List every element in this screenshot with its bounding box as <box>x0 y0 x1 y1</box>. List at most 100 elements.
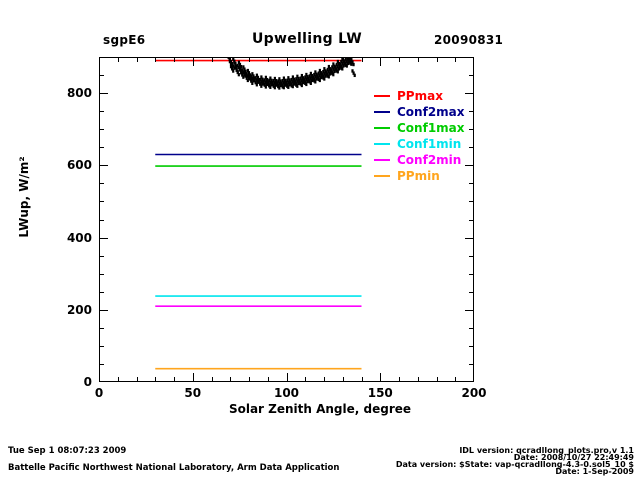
legend-swatch-icon <box>374 127 390 129</box>
plot-area <box>99 57 474 382</box>
y-tick-right <box>469 75 474 77</box>
x-tick-label: 0 <box>94 386 104 400</box>
y-tick-label: 400 <box>66 230 92 245</box>
x-tick-top <box>117 57 119 62</box>
y-tick-right <box>469 363 474 365</box>
x-tick-top <box>155 57 157 62</box>
x-tick-top <box>192 57 194 66</box>
y-tick-left <box>99 291 104 293</box>
legend-item-conf1max: Conf1max <box>374 120 465 136</box>
x-tick-bottom <box>399 377 400 382</box>
legend-label: Conf1max <box>397 121 465 135</box>
y-tick-left <box>99 201 104 203</box>
footer-data-date: Date: 1-Sep-2009 <box>555 467 634 476</box>
x-tick-bottom <box>211 377 213 382</box>
x-tick-label: 150 <box>367 386 393 400</box>
x-tick-bottom <box>230 377 232 382</box>
y-tick-right <box>465 165 474 167</box>
y-tick-label: 200 <box>66 302 92 317</box>
y-tick-right <box>469 291 474 293</box>
y-tick-label: 800 <box>66 86 92 101</box>
x-tick-top <box>399 57 400 62</box>
x-tick-top <box>417 57 419 62</box>
y-tick-right <box>469 201 474 203</box>
y-tick-right <box>469 111 474 113</box>
y-tick-left <box>99 255 104 257</box>
x-tick-top <box>267 57 269 62</box>
x-tick-bottom <box>436 377 438 382</box>
x-tick-bottom <box>455 377 457 382</box>
x-tick-label: 200 <box>461 386 487 400</box>
x-tick-top <box>249 57 250 62</box>
page-title: Upwelling LW <box>252 31 362 47</box>
x-tick-bottom <box>136 377 138 382</box>
y-tick-left <box>99 327 104 329</box>
legend-swatch-icon <box>374 143 390 145</box>
x-tick-top <box>136 57 138 62</box>
x-tick-label: 50 <box>184 386 202 400</box>
footer-organization: Battelle Pacific Northwest National Labo… <box>8 463 340 473</box>
legend-item-conf2min: Conf2min <box>374 152 465 168</box>
y-tick-right <box>469 273 474 275</box>
x-tick-bottom <box>361 377 363 382</box>
x-tick-bottom <box>380 373 382 382</box>
y-tick-left <box>99 363 104 365</box>
y-tick-right <box>469 129 474 131</box>
chart-canvas <box>155 57 362 370</box>
legend-item-ppmin: PPmin <box>374 168 465 184</box>
x-tick-bottom <box>324 377 325 382</box>
legend-item-ppmax: PPmax <box>374 88 465 104</box>
legend-swatch-icon <box>374 159 390 161</box>
y-tick-right <box>469 345 474 347</box>
x-tick-bottom <box>305 377 307 382</box>
y-tick-right <box>465 93 474 95</box>
y-tick-left <box>99 345 104 347</box>
y-tick-left <box>99 129 104 131</box>
legend-swatch-icon <box>374 111 390 113</box>
x-tick-top <box>324 57 325 62</box>
legend-swatch-icon <box>374 95 390 97</box>
y-tick-left <box>99 75 104 77</box>
footer-data-version: Data version: $State: vap-qcradllong-4.3… <box>395 460 634 469</box>
y-tick-left <box>99 237 108 239</box>
y-tick-left <box>99 147 104 149</box>
y-tick-left <box>99 165 108 167</box>
x-tick-bottom <box>267 377 269 382</box>
y-tick-left <box>99 183 104 185</box>
site-label: sgpE6 <box>103 33 146 47</box>
x-tick-bottom <box>249 377 250 382</box>
date-label: 20090831 <box>434 33 504 47</box>
legend-label: Conf1min <box>397 137 462 151</box>
x-tick-bottom <box>286 373 288 382</box>
x-tick-top <box>342 57 344 62</box>
legend-item-conf2max: Conf2max <box>374 104 465 120</box>
x-tick-bottom <box>192 373 194 382</box>
y-tick-right <box>469 147 474 149</box>
x-tick-top <box>286 57 288 66</box>
y-tick-left <box>99 219 104 221</box>
x-tick-top <box>174 57 175 62</box>
y-tick-right <box>469 255 474 257</box>
x-tick-bottom <box>155 377 157 382</box>
x-tick-top <box>380 57 382 66</box>
x-tick-top <box>361 57 363 62</box>
footer-idl-date: Date: 2008/10/27 22:49:49 <box>513 453 634 462</box>
x-tick-top <box>436 57 438 62</box>
footer-timestamp: Tue Sep 1 08:07:23 2009 <box>8 446 127 456</box>
legend-item-conf1min: Conf1min <box>374 136 465 152</box>
y-tick-left <box>99 111 104 113</box>
x-tick-top <box>211 57 213 62</box>
y-tick-label: 600 <box>66 158 92 173</box>
y-tick-right <box>465 309 474 311</box>
x-tick-label: 100 <box>273 386 300 400</box>
data-series-observations <box>227 57 356 90</box>
x-tick-top <box>455 57 457 62</box>
legend-label: Conf2min <box>397 153 462 167</box>
legend-swatch-icon <box>374 175 390 177</box>
legend-label: Conf2max <box>397 105 465 119</box>
x-tick-bottom <box>417 377 419 382</box>
y-tick-label: 0 <box>83 375 92 389</box>
y-tick-right <box>469 183 474 185</box>
x-tick-bottom <box>174 377 175 382</box>
y-tick-left <box>99 309 108 311</box>
